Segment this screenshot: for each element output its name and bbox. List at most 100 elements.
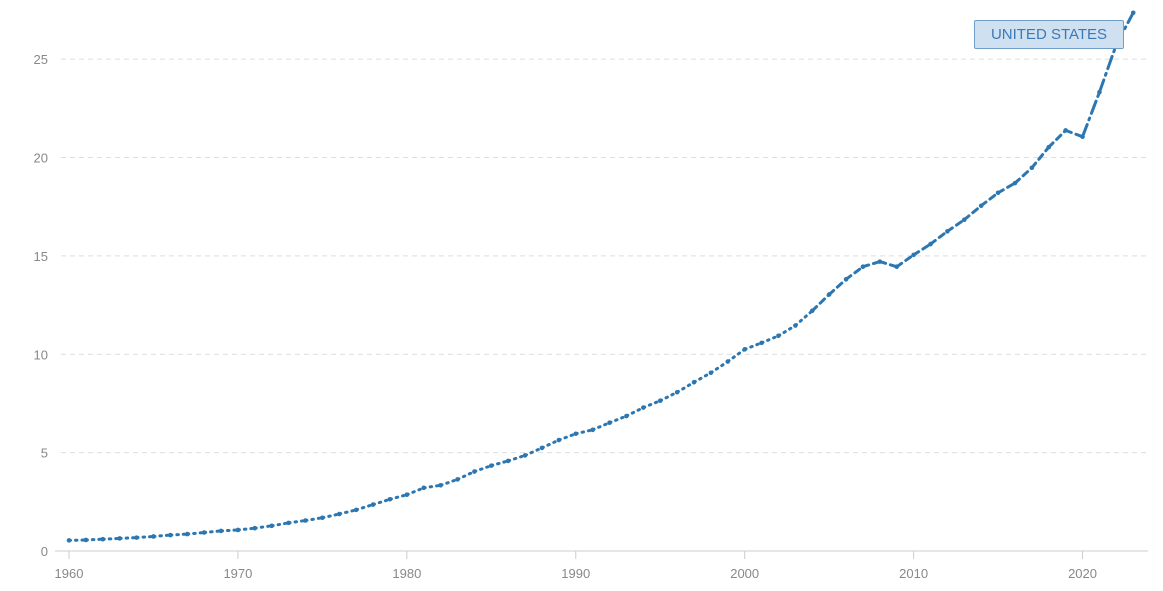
series-line-segment [709, 360, 730, 375]
series-line-segment [388, 493, 409, 501]
data-point [759, 340, 764, 346]
series-line-segment [472, 464, 493, 474]
series-line-segment [202, 529, 223, 535]
data-point [303, 518, 308, 523]
series-line-segment [253, 524, 274, 530]
series-line-segment [844, 265, 865, 281]
data-point [421, 485, 427, 491]
data-point [539, 445, 545, 451]
series-line-segment [287, 519, 307, 525]
data-point [235, 527, 241, 533]
data-point [826, 292, 832, 297]
data-point [1063, 128, 1068, 133]
data-point [877, 259, 883, 264]
data-point [370, 502, 376, 507]
data-point [961, 217, 967, 223]
series-line-segment [760, 334, 780, 345]
y-tick-label: 0 [41, 544, 48, 559]
series-line-segment [506, 453, 527, 463]
data-point [556, 437, 562, 443]
series-line-segment [1030, 145, 1051, 170]
data-point [184, 531, 190, 537]
series-line-segment [574, 428, 595, 436]
series-line-segment [118, 536, 139, 540]
series-line-segment [1064, 128, 1085, 139]
series-line-segment [320, 512, 341, 520]
series-line-segment [1047, 128, 1068, 149]
data-point [455, 477, 460, 482]
y-tick-label: 10 [34, 347, 48, 362]
series-line-segment [675, 380, 696, 394]
series-line-segment [135, 534, 155, 540]
series-line-segment [692, 371, 713, 384]
x-axis [55, 550, 1148, 559]
series-line-segment [776, 324, 797, 338]
data-point [809, 308, 815, 314]
data-point [691, 379, 697, 385]
data-point [607, 420, 612, 426]
series-line-segment [439, 477, 460, 487]
series-line-segment [1081, 90, 1101, 139]
series-line-segment [101, 536, 122, 541]
data-point [573, 431, 579, 437]
series-line-segment [726, 347, 747, 364]
x-tick-label: 1960 [55, 566, 84, 581]
data-point [911, 252, 916, 258]
series-line-segment [236, 526, 257, 532]
series-line-segment [422, 483, 443, 490]
data-point [860, 264, 866, 270]
data-point [83, 537, 89, 543]
x-tick-label: 1990 [561, 566, 590, 581]
data-point [742, 347, 747, 352]
series-line-segment [591, 421, 612, 432]
y-tick-label: 5 [41, 446, 48, 461]
data-point [641, 405, 646, 410]
data-point [201, 530, 207, 535]
data-point [66, 538, 72, 543]
series-line-segment [405, 486, 426, 497]
data-point [708, 370, 714, 376]
data-point [252, 525, 258, 531]
series-line-segment [219, 528, 240, 533]
data-point [995, 190, 1001, 196]
data-point [151, 534, 156, 539]
series-line-segment [962, 204, 983, 222]
data-point [843, 277, 849, 282]
data-point [100, 536, 106, 542]
series-line-segment [979, 191, 1000, 208]
data-point [657, 398, 663, 404]
series-line-segment [489, 459, 510, 468]
grid-lines [61, 58, 1148, 454]
series-line-segment [540, 438, 561, 450]
series-line-segment [827, 277, 848, 296]
series-line-segment [151, 533, 172, 538]
y-tick-label: 15 [34, 249, 48, 264]
series-line-segment [658, 390, 679, 403]
x-tick-label: 1980 [392, 566, 421, 581]
series-line-segment [371, 497, 392, 507]
data-point [1029, 165, 1035, 171]
data-point [1097, 89, 1102, 95]
series-line-segment [929, 229, 949, 246]
data-point [168, 532, 173, 538]
series-line-segment [641, 399, 662, 410]
series-line-segment [996, 181, 1017, 195]
data-point [776, 333, 781, 339]
data-point [472, 469, 477, 474]
data-point [1012, 180, 1018, 186]
y-tick-label: 25 [34, 52, 48, 67]
data-point [894, 264, 900, 270]
data-point [320, 515, 325, 521]
data-point [793, 323, 798, 328]
data-point [336, 511, 342, 517]
data-point [286, 520, 291, 526]
series-line-segment [743, 341, 764, 351]
series-line-segment [523, 446, 544, 457]
x-axis-tick-labels: 1960 1970 1980 1990 2000 2010 2020 [55, 566, 1097, 581]
data-point [404, 492, 410, 498]
data-point [489, 463, 494, 468]
series-united-states [66, 10, 1136, 543]
data-point [624, 413, 629, 419]
series-line-segment [168, 532, 189, 537]
